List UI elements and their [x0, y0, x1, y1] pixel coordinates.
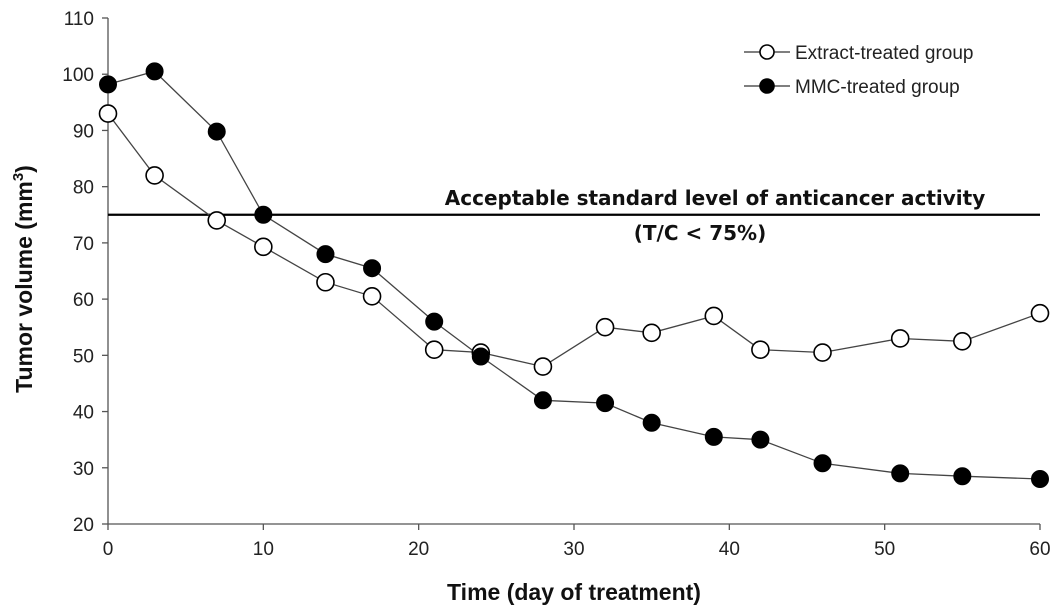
legend: Extract-treated group MMC-treated group	[744, 43, 973, 98]
data-point-mmc	[953, 467, 972, 486]
data-point-extract	[207, 211, 227, 230]
y-tick-label: 30	[73, 459, 94, 480]
plot-area: 20 30 40 50 60 70 80 90 100 110 0 10 20 30 40 50 60	[62, 9, 1050, 560]
y-axis-title-close: )	[11, 165, 37, 173]
x-axis-title: Time (day of treatment)	[447, 579, 701, 605]
legend-label-extract: Extract-treated group	[795, 43, 973, 64]
data-point-mmc	[533, 391, 552, 410]
data-point-extract	[813, 343, 832, 362]
data-point-extract	[890, 329, 910, 348]
data-point-mmc	[425, 312, 444, 331]
data-point-mmc	[207, 122, 226, 141]
x-axis-ticks: 0 10 20 30 40 50 60	[103, 524, 1051, 560]
data-point-extract	[1030, 303, 1050, 323]
y-tick-label: 80	[73, 178, 94, 199]
data-point-extract	[533, 357, 553, 376]
x-tick-label: 40	[719, 539, 740, 560]
data-point-mmc	[704, 427, 723, 446]
legend-marker-extract	[759, 44, 775, 60]
y-tick-label: 100	[62, 65, 94, 86]
reference-line-label: Acceptable standard level of anticancer …	[445, 186, 985, 210]
series-points	[98, 62, 1050, 489]
y-tick-label: 40	[73, 403, 94, 424]
x-tick-label: 60	[1029, 539, 1050, 560]
data-point-extract	[424, 340, 444, 360]
x-tick-label: 50	[874, 539, 895, 560]
data-point-mmc	[596, 394, 615, 413]
y-tick-label: 50	[73, 346, 94, 367]
y-tick-label: 60	[73, 290, 94, 311]
data-point-mmc	[1031, 470, 1049, 489]
y-tick-label: 20	[73, 515, 94, 536]
x-tick-label: 30	[563, 539, 584, 560]
data-point-extract	[98, 104, 118, 123]
data-point-mmc	[363, 259, 382, 278]
data-point-mmc	[254, 205, 273, 224]
series-line-1	[107, 70, 1041, 480]
data-point-mmc	[751, 430, 770, 449]
y-tick-label: 110	[64, 9, 94, 30]
data-point-extract	[953, 331, 972, 351]
data-point-extract	[316, 272, 335, 292]
y-tick-label: 70	[73, 234, 94, 255]
data-point-extract	[254, 237, 273, 257]
legend-label-mmc: MMC-treated group	[795, 77, 960, 98]
data-point-extract	[362, 286, 382, 306]
y-axis-title-superscript: 3	[10, 173, 27, 181]
data-point-extract	[751, 340, 770, 360]
legend-marker-mmc	[759, 78, 775, 94]
series-lines	[107, 70, 1041, 480]
data-point-extract	[642, 323, 661, 343]
data-point-mmc	[145, 62, 164, 81]
y-axis-ticks: 20 30 40 50 60 70 80 90 100 110	[62, 9, 108, 536]
series-line-0	[107, 113, 1041, 368]
data-point-extract	[595, 317, 615, 337]
reference-line-sublabel: (T/C < 75%)	[634, 221, 766, 245]
y-axis-title: Tumor volume (mm3)	[10, 165, 37, 393]
y-tick-label: 90	[73, 121, 94, 142]
data-point-mmc	[471, 347, 490, 366]
data-point-mmc	[891, 464, 910, 483]
y-axis-title-main: Tumor volume (mm	[11, 181, 37, 393]
data-point-mmc	[642, 413, 661, 432]
data-point-mmc	[813, 454, 832, 473]
data-point-mmc	[316, 245, 335, 264]
x-tick-label: 20	[408, 539, 429, 560]
x-tick-label: 10	[253, 539, 274, 560]
data-point-extract	[704, 306, 724, 326]
x-tick-label: 0	[103, 539, 114, 560]
data-point-mmc	[99, 75, 117, 94]
data-point-extract	[145, 166, 164, 185]
